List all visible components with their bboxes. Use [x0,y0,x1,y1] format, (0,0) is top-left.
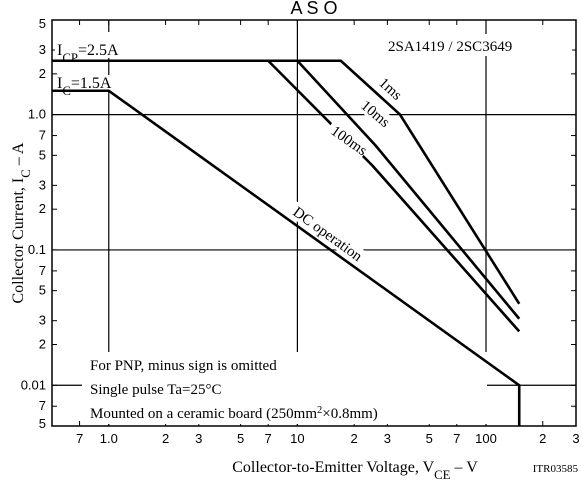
ic-label-sub: C [62,84,71,98]
y-tick-label: 3 [39,177,46,192]
notes-bg [82,352,487,424]
x-tick-label: 7 [453,431,460,446]
x-axis-label-main: Collector-to-Emitter Voltage, V [232,459,434,476]
y-tick-label: 2 [39,66,46,81]
y-axis-label: Collector Current, IC – A [10,142,33,303]
soa-line [52,59,521,333]
y-tick-label: 5 [39,283,46,298]
y-tick-label: 3 [39,42,46,57]
chart-subtitle: 2SA1419 / 2SC3649 [388,39,512,55]
y-tick-label: 2 [39,337,46,352]
x-tick-label: 5 [426,431,433,446]
x-tick-label: 7 [265,431,272,446]
x-axis-label: Collector-to-Emitter Voltage, VCE – V [232,459,478,482]
icp-label-after: =2.5A [78,42,119,59]
y-tick-label: 7 [39,263,46,278]
x-tick-label: 1.0 [100,431,118,446]
y-tick-label: 3 [39,313,46,328]
x-tick-label: 100 [475,431,497,446]
label-bg [380,34,572,56]
y-tick-label: 1.0 [28,107,46,122]
x-tick-label: 3 [572,431,579,446]
y-axis-label-after: – A [10,142,27,169]
icp-label-sub: CP [62,51,78,65]
ic-label-after: =1.5A [71,75,112,92]
y-tick-label: 5 [39,16,46,31]
x-tick-label: 10 [290,431,304,446]
series-label-bg [373,71,405,103]
soa-line [52,89,521,426]
x-axis-label-after: – V [450,459,478,476]
series-label-bg [325,120,371,159]
note-sup: 2 [317,405,322,416]
series-label-bg [287,201,378,273]
x-tick-label: 2 [162,431,169,446]
ic-label-main: I [57,75,62,92]
plot-frame [51,19,577,427]
label-bg [55,32,177,58]
ic-label: IC=1.5A [57,75,112,98]
note-main: Mounted on a ceramic board (250mm [90,406,317,422]
chart-title: A S O [290,0,337,18]
note: Single pulse Ta=25°C [90,382,221,398]
x-tick-label: 3 [195,431,202,446]
chart-code: ITR03585 [533,463,579,475]
x-tick-label: 5 [237,431,244,446]
x-tick-label: 7 [76,431,83,446]
x-tick-label: 3 [384,431,391,446]
y-tick-label: 0.01 [21,377,46,392]
icp-label: ICP=2.5A [57,42,119,65]
x-axis-label-sub: CE [434,468,451,482]
x-tick-label: 2 [351,431,358,446]
y-tick-label: 5 [39,147,46,162]
y-axis-label-main: Collector Current, I [10,178,27,304]
y-tick-label: 5 [39,416,46,431]
note-after: ×0.8mm) [322,406,378,422]
y-tick-label: 2 [39,201,46,216]
note: Mounted on a ceramic board (250mm2×0.8mm… [90,405,378,423]
icp-label-main: I [57,42,62,59]
y-tick-label: 7 [39,398,46,413]
note: For PNP, minus sign is omitted [90,358,277,374]
series-label-bg [355,94,393,130]
y-axis-label-sub: C [19,169,33,178]
label-bg [55,75,150,91]
x-tick-label: 2 [539,431,546,446]
y-tick-label: 0.1 [28,242,46,257]
y-tick-label: 7 [39,128,46,143]
